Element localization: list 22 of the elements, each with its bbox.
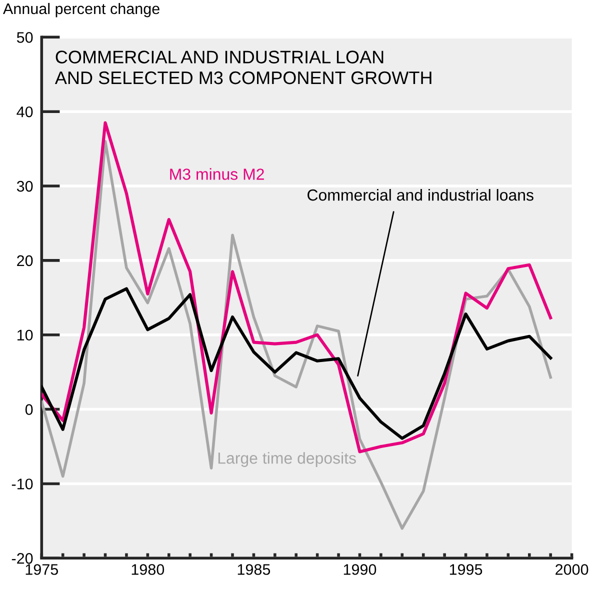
series-label: Large time deposits xyxy=(218,452,356,467)
x-tick-label: 1980 xyxy=(132,564,164,575)
y-tick-label: -10 xyxy=(12,478,33,490)
line-series xyxy=(42,140,552,530)
line-series xyxy=(42,287,552,440)
y-tick-label: -20 xyxy=(12,553,33,564)
text: Commercial and industrial loans xyxy=(308,188,534,201)
y-tick-label: 10 xyxy=(17,330,33,341)
text: COMMERCIAL AND INDUSTRIAL LOAN AND SELECTED M3 COMPONENT GROWTH xyxy=(54,50,432,84)
x-tick-label: 1985 xyxy=(238,564,270,575)
y-tick-label: 30 xyxy=(16,180,33,192)
y-axis-title: Annual percent change xyxy=(3,2,160,18)
y-tick-label: 20 xyxy=(17,255,33,266)
y-tick-label: 0 xyxy=(25,404,33,415)
y-tick-label: 40 xyxy=(16,106,33,118)
x-tick-label: 2000 xyxy=(556,564,588,575)
text: M3 minus M2 xyxy=(170,168,264,180)
x-tick-label: 1995 xyxy=(450,564,482,575)
line-series xyxy=(42,121,552,454)
x-tick-label: 1975 xyxy=(26,564,58,575)
x-tick-label: 1990 xyxy=(344,564,376,575)
y-tick-label: 50 xyxy=(16,32,33,43)
